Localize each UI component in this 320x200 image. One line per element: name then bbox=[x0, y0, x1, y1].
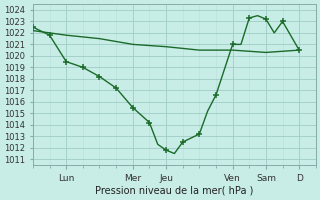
X-axis label: Pression niveau de la mer( hPa ): Pression niveau de la mer( hPa ) bbox=[95, 186, 253, 196]
